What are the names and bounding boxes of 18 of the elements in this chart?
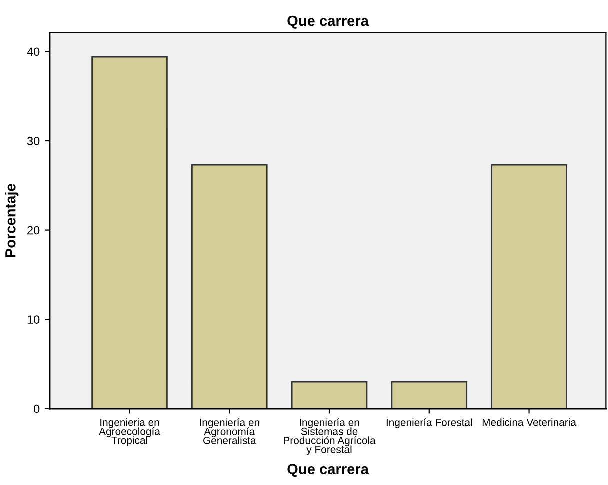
y-tick-label: 0 <box>34 404 40 414</box>
x-tick-label: Ingeniería Forestal <box>386 418 472 428</box>
y-tick-label: 30 <box>27 137 40 146</box>
y-axis-title: Porcentaje <box>5 184 19 258</box>
bar <box>491 164 568 409</box>
x-tick-label: Medicina Veterinaria <box>482 418 576 426</box>
x-tick-label: Ingeniería en Agronomía Generalista <box>200 418 260 444</box>
chart-title: Que carrera <box>288 16 370 29</box>
bar <box>391 381 468 409</box>
x-axis-title: Que carrera <box>288 464 370 478</box>
y-tick-label: 40 <box>27 48 40 56</box>
bar <box>291 381 368 409</box>
y-tick-label: 20 <box>28 226 40 235</box>
x-tick-label: Ingenieria en Agroecología Tropical <box>99 418 160 446</box>
bar <box>191 164 268 409</box>
y-tick-label: 10 <box>28 316 40 324</box>
x-tick-label: Ingeniería en Sistemas de Producción Agrícola y Forestal <box>284 418 376 456</box>
bar <box>92 56 168 409</box>
